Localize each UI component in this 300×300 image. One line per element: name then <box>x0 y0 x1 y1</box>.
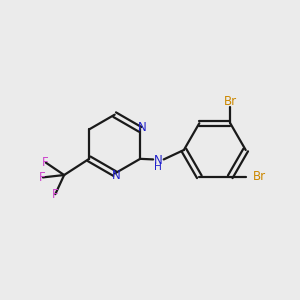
Text: N: N <box>112 169 121 182</box>
Text: F: F <box>42 156 49 169</box>
Text: N: N <box>154 154 163 167</box>
Text: Br: Br <box>253 170 266 183</box>
Text: H: H <box>154 162 162 172</box>
Text: Br: Br <box>224 95 237 108</box>
Text: F: F <box>52 188 59 201</box>
Text: N: N <box>138 121 147 134</box>
Text: F: F <box>39 171 46 184</box>
